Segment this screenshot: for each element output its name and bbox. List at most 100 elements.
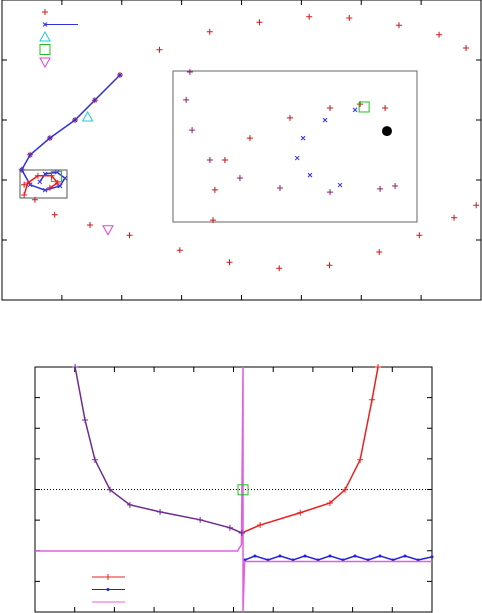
marker-plus: [297, 509, 304, 516]
marker-plus: [126, 232, 133, 239]
marker-plus: [156, 46, 163, 53]
marker-plus: [189, 127, 196, 134]
marker-plus: [276, 265, 283, 272]
marker-cross: [300, 135, 306, 141]
marker-cross: [47, 135, 53, 141]
marker-plus: [186, 68, 193, 75]
marker-plus: [206, 156, 213, 163]
marker-plus: [31, 196, 38, 203]
marker-cross: [42, 22, 48, 27]
marker-plus: [87, 222, 94, 228]
marker-cross: [19, 167, 25, 173]
marker-cross: [42, 187, 48, 193]
series-line: [35, 366, 432, 613]
marker-plus: [72, 364, 79, 370]
marker-plus: [157, 508, 164, 515]
marker-cross: [322, 117, 328, 123]
series-line: [23, 175, 59, 196]
marker-plus: [211, 186, 218, 193]
marker-plus: [210, 217, 217, 224]
marker-plus: [473, 202, 480, 209]
marker-cross: [62, 175, 68, 181]
marker-triangle: [81, 110, 94, 122]
marker-plus: [357, 456, 364, 463]
marker-plus: [236, 174, 243, 181]
marker-plus: [326, 499, 333, 506]
marker-plus: [197, 516, 204, 523]
marker-plus: [176, 247, 183, 254]
marker-dot: [291, 558, 295, 562]
marker-plus: [451, 214, 458, 221]
marker-plus: [51, 211, 58, 218]
marker-dot: [403, 554, 407, 558]
marker-cross: [117, 72, 123, 78]
marker-plus: [183, 96, 190, 103]
marker-plus: [256, 19, 263, 26]
marker-cross: [27, 152, 33, 158]
marker-plus: [342, 486, 349, 493]
marker-dot: [106, 588, 110, 591]
marker-cross: [57, 183, 63, 189]
marker-plus: [377, 185, 384, 192]
marker-cross: [337, 182, 343, 188]
marker-plus: [238, 529, 245, 536]
marker-plus: [221, 156, 228, 163]
marker-disc: [381, 126, 392, 137]
series-line: [241, 366, 379, 534]
zoom-region: [19, 169, 68, 199]
plot-frame: [172, 70, 418, 223]
marker-plus: [382, 104, 389, 111]
marker-cross: [352, 107, 358, 113]
marker-dot: [341, 558, 345, 562]
marker-plus: [276, 184, 283, 191]
marker-dot: [378, 554, 382, 558]
marker-cross: [54, 169, 60, 175]
marker-plus: [376, 249, 383, 255]
marker-plus: [105, 574, 111, 580]
marker-cross: [72, 117, 78, 123]
marker-plus: [327, 104, 334, 111]
marker-plus: [395, 22, 402, 29]
marker-plus: [375, 364, 382, 370]
marker-plus: [286, 114, 293, 121]
marker-plus: [326, 262, 333, 269]
marker-plus: [246, 135, 253, 142]
marker-dot: [278, 554, 282, 558]
marker-plus: [369, 396, 376, 403]
marker-plus: [24, 180, 31, 186]
marker-dot: [416, 558, 420, 562]
marker-plus: [416, 232, 423, 239]
marker-dot: [366, 558, 370, 562]
marker-plus: [46, 184, 53, 191]
marker-dot: [316, 558, 320, 562]
marker-plus: [392, 183, 399, 190]
marker-cross: [92, 97, 98, 103]
marker-plus: [21, 192, 28, 198]
marker-plus: [226, 259, 233, 266]
marker-dot: [243, 558, 247, 562]
marker-plus: [257, 522, 264, 529]
marker-plus: [436, 31, 443, 38]
marker-dot: [266, 558, 270, 562]
marker-triangle: [39, 30, 51, 42]
marker-triangle-down: [39, 57, 51, 69]
marker-dot: [328, 554, 332, 558]
marker-plus: [107, 486, 114, 493]
marker-cross: [294, 155, 300, 161]
marker-square: [358, 101, 370, 113]
marker-plus: [42, 9, 48, 15]
marker-square: [39, 44, 51, 55]
marker-cross: [37, 179, 43, 185]
marker-plus: [82, 416, 89, 423]
marker-cross: [307, 172, 313, 178]
marker-square: [237, 484, 249, 496]
marker-plus: [126, 501, 133, 508]
marker-triangle-down: [102, 225, 114, 236]
marker-plus: [21, 181, 28, 188]
marker-dot: [303, 554, 307, 558]
marker-plus: [34, 172, 41, 179]
marker-plus: [48, 172, 55, 179]
marker-dot: [430, 555, 434, 559]
